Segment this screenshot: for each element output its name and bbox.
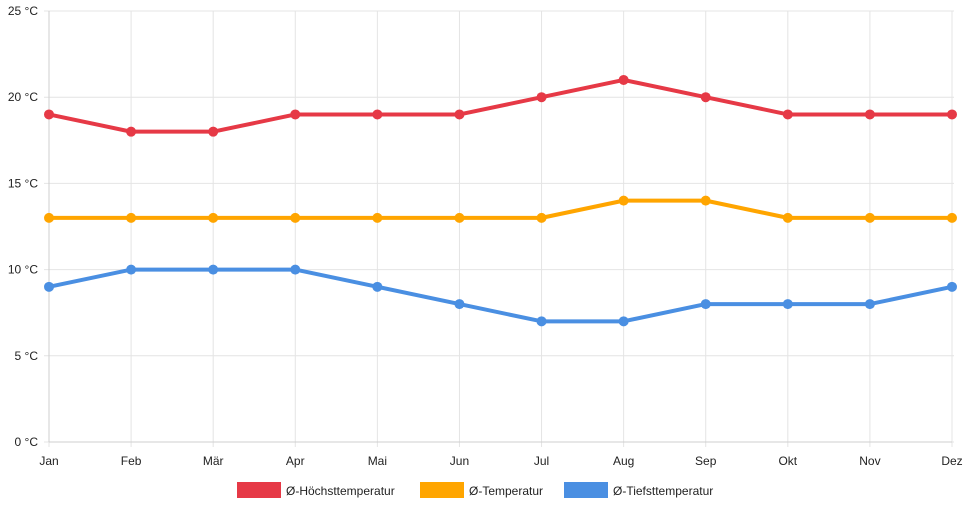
series-2 bbox=[44, 264, 957, 327]
y-tick-label: 10 °C bbox=[8, 263, 38, 277]
data-point bbox=[44, 281, 54, 292]
data-point bbox=[618, 74, 629, 85]
data-point bbox=[618, 195, 629, 206]
data-point bbox=[536, 316, 547, 327]
data-point bbox=[290, 212, 301, 223]
data-point bbox=[864, 212, 875, 223]
data-point bbox=[126, 126, 137, 137]
series-line bbox=[48, 77, 952, 134]
y-tick-label: 5 °C bbox=[15, 349, 39, 363]
legend-label: Ø-Tiefsttemperatur bbox=[613, 484, 713, 498]
data-point bbox=[864, 299, 875, 310]
data-point bbox=[454, 109, 465, 120]
series-0 bbox=[44, 74, 957, 137]
x-tick-label: Jun bbox=[450, 454, 469, 468]
series-line bbox=[49, 198, 952, 220]
data-point bbox=[947, 109, 957, 120]
x-tick-label: Sep bbox=[695, 454, 717, 468]
data-point bbox=[947, 281, 957, 292]
x-tick-label: Aug bbox=[613, 454, 634, 468]
x-tick-label: Feb bbox=[121, 454, 142, 468]
grid bbox=[44, 10, 954, 447]
data-point bbox=[126, 264, 137, 275]
y-tick-label: 15 °C bbox=[8, 176, 38, 190]
legend-item[interactable]: Ø-Temperatur bbox=[420, 482, 543, 498]
legend-swatch bbox=[237, 482, 281, 498]
data-point bbox=[782, 212, 793, 223]
y-tick-label: 25 °C bbox=[8, 4, 38, 18]
data-point bbox=[700, 92, 711, 103]
x-tick-label: Dez bbox=[941, 454, 962, 468]
legend: Ø-Höchsttemperatur Ø-Temperatur Ø-Tiefstte… bbox=[237, 482, 713, 498]
series-group bbox=[44, 74, 957, 327]
data-point bbox=[782, 109, 793, 120]
data-point bbox=[700, 195, 711, 206]
data-point bbox=[290, 109, 301, 120]
data-point bbox=[454, 299, 465, 310]
data-point bbox=[126, 212, 137, 223]
data-point bbox=[44, 109, 54, 120]
series-1 bbox=[44, 195, 957, 223]
series-line bbox=[48, 267, 953, 324]
data-point bbox=[864, 109, 875, 120]
x-tick-label: Mär bbox=[203, 454, 224, 468]
legend-label: Ø-Temperatur bbox=[469, 484, 543, 498]
data-point bbox=[208, 264, 219, 275]
y-tick-label: 20 °C bbox=[8, 90, 38, 104]
legend-item[interactable]: Ø-Tiefsttemperatur bbox=[564, 482, 713, 498]
legend-swatch bbox=[564, 482, 608, 498]
data-point bbox=[372, 212, 383, 223]
y-tick-label: 0 °C bbox=[15, 435, 39, 449]
x-tick-label: Nov bbox=[859, 454, 880, 468]
x-axis: Jan Feb Mär Apr Mai Jun Jul Aug Sep Okt Nov Dez bbox=[39, 454, 962, 468]
data-point bbox=[372, 109, 383, 120]
data-point bbox=[536, 212, 547, 223]
data-point bbox=[372, 281, 383, 292]
x-tick-label: Mai bbox=[368, 454, 387, 468]
legend-label: Ø-Höchsttemperatur bbox=[286, 484, 395, 498]
data-point bbox=[208, 212, 219, 223]
x-tick-label: Apr bbox=[286, 454, 305, 468]
legend-swatch bbox=[420, 482, 464, 498]
data-point bbox=[618, 316, 629, 327]
data-point bbox=[536, 92, 547, 103]
data-point bbox=[290, 264, 301, 275]
legend-item[interactable]: Ø-Höchsttemperatur bbox=[237, 482, 395, 498]
x-tick-label: Jan bbox=[39, 454, 58, 468]
data-point bbox=[782, 299, 793, 310]
data-point bbox=[700, 299, 711, 310]
y-axis: 0 °C 5 °C 10 °C 15 °C 20 °C 25 °C bbox=[8, 4, 38, 449]
data-point bbox=[208, 126, 219, 137]
x-tick-label: Jul bbox=[534, 454, 549, 468]
data-point bbox=[454, 212, 465, 223]
data-point bbox=[947, 212, 957, 223]
x-tick-label: Okt bbox=[778, 454, 797, 468]
data-point bbox=[44, 212, 54, 223]
